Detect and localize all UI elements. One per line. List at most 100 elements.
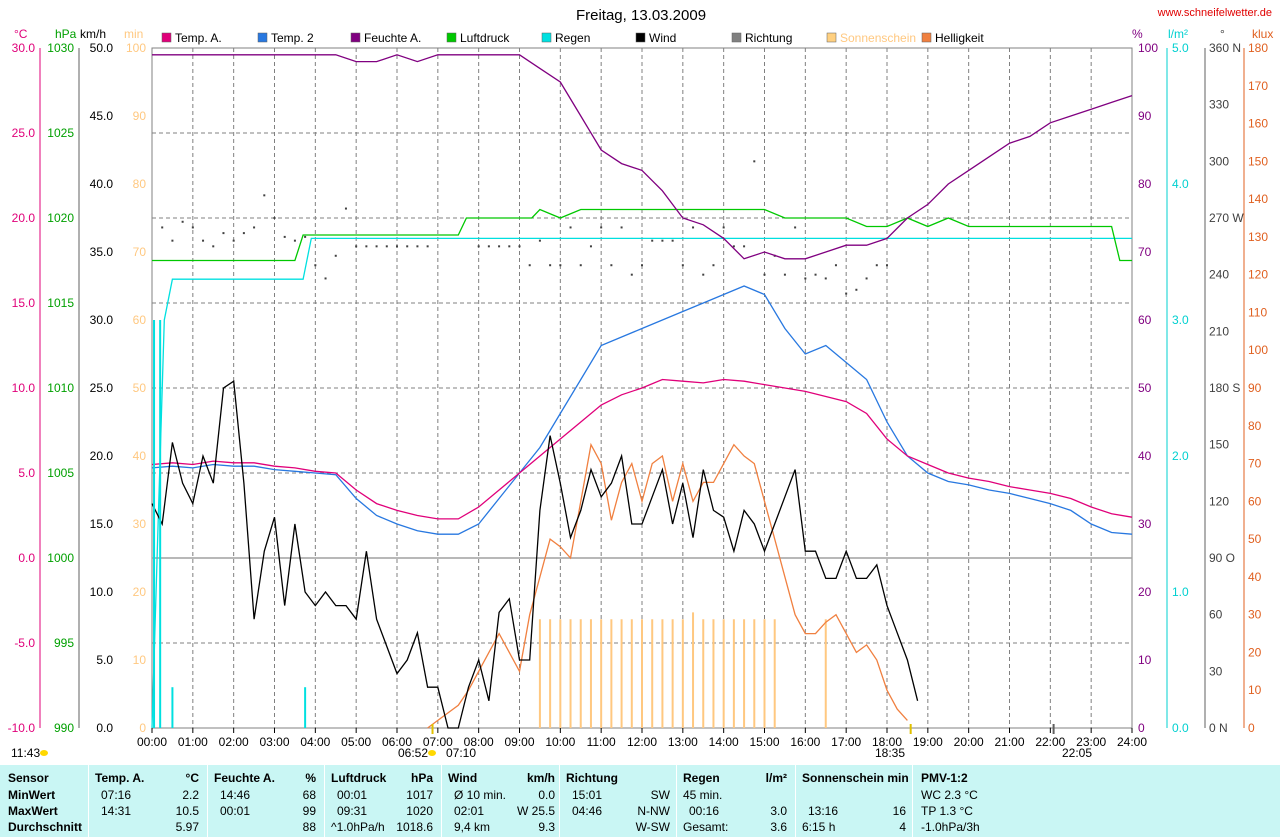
tick-direction: 210 [1209, 324, 1229, 338]
sunset-label: 18:35 [875, 746, 905, 760]
direction-point [620, 226, 623, 229]
tick-pressure: 1000 [47, 551, 74, 565]
site-url[interactable]: www.schneifelwetter.de [1157, 7, 1272, 19]
series-line-temp-a [151, 378, 1133, 520]
direction-point [334, 254, 337, 257]
legend-swatch [161, 32, 172, 43]
tick-brightness: 100 [1248, 343, 1268, 357]
stats-direction-min-time: 15:01 [572, 788, 603, 802]
x-tick-label: 06:00 [382, 735, 412, 749]
x-tick-label: 05:00 [341, 735, 371, 749]
stats-humidity-max-val: 99 [302, 804, 316, 818]
tick-direction: 0 N [1209, 721, 1228, 735]
stats-humidity-avg: 88 [302, 820, 316, 834]
direction-point [804, 277, 807, 280]
chart-legend: Temp. A. Temp. 2 Feuchte A. Luftdruck Regen W… [161, 31, 984, 45]
tick-sunshine: 0 [139, 721, 146, 735]
stats-sensor-col: Sensor MinWert MaxWert Durchschnitt [0, 765, 88, 837]
legend-swatch [731, 32, 742, 43]
tick-brightness: 10 [1248, 683, 1262, 697]
stats-rain-unit: l/m² [765, 771, 787, 785]
stats-wind-max-time: 02:01 [454, 804, 485, 818]
stats-sunshine-max-time: 13:16 [808, 804, 839, 818]
series-line-helligkeit [427, 442, 908, 729]
legend-label: Temp. A. [175, 31, 222, 45]
series-line-temp [151, 285, 1133, 535]
direction-point [661, 239, 664, 242]
stats-temp-max-time: 14:31 [101, 804, 132, 818]
axis-unit-direction: ° [1220, 27, 1225, 41]
tick-direction: 150 [1209, 438, 1229, 452]
tick-sunshine: 40 [133, 449, 147, 463]
tick-rain: 1.0 [1172, 585, 1189, 599]
tick-wind: 10.0 [90, 585, 114, 599]
legend-swatch [921, 32, 932, 43]
direction-point [385, 245, 388, 248]
direction-point [191, 226, 194, 229]
tick-rain: 4.0 [1172, 177, 1189, 191]
x-tick-label: 08:00 [464, 735, 494, 749]
direction-point [549, 264, 552, 267]
stats-sensor-header: Sensor [8, 771, 49, 785]
stats-temp-header: Temp. A. [95, 771, 145, 785]
tick-brightness: 80 [1248, 419, 1262, 433]
x-tick-label: 19:00 [913, 735, 943, 749]
stats-temp-min-time: 07:16 [101, 788, 132, 802]
stats-temp-min-val: 2.2 [182, 788, 199, 802]
tick-pressure: 990 [54, 721, 74, 735]
direction-point [161, 226, 164, 229]
legend-swatch [257, 32, 268, 43]
tick-direction: 30 [1209, 664, 1223, 678]
tick-brightness: 40 [1248, 570, 1262, 584]
legend-label: Feuchte A. [364, 31, 421, 45]
direction-point [722, 226, 725, 229]
x-tick-label: 23:00 [1076, 735, 1106, 749]
right-axes: %1009080706050403020100l/m²5.04.03.02.01… [1132, 27, 1273, 735]
sunshine-bars [538, 612, 827, 728]
tick-humidity: 10 [1138, 653, 1152, 667]
direction-point [222, 232, 225, 235]
tick-humidity: 30 [1138, 517, 1152, 531]
tick-wind: 35.0 [90, 245, 114, 259]
tick-direction: 120 [1209, 494, 1229, 508]
tick-humidity: 70 [1138, 245, 1152, 259]
stats-wind-max-val: W 25.5 [516, 804, 555, 818]
direction-point [344, 207, 347, 210]
legend-swatch [826, 32, 837, 43]
axis-unit-pressure: hPa [55, 27, 77, 41]
legend-swatch [635, 32, 646, 43]
stats-pressure-max-time: 09:31 [337, 804, 368, 818]
stats-direction-header: Richtung [566, 771, 618, 785]
moon-icon [40, 750, 48, 756]
time-markers: 11:43 06:52 07:10 18:35 22:05 [11, 724, 1092, 760]
x-tick-label: 11:00 [587, 735, 616, 749]
stats-humidity-col: Feuchte A. % 14:46 68 00:01 99 88 [208, 765, 324, 837]
tick-pressure: 1015 [47, 296, 74, 310]
direction-point [814, 273, 817, 276]
stats-humidity-min-val: 68 [302, 788, 316, 802]
tick-pressure: 1005 [47, 466, 74, 480]
tick-direction: 90 O [1209, 551, 1235, 565]
series-line-feuchte-a [152, 54, 1133, 260]
stats-pressure-max-val: 1020 [406, 804, 433, 818]
tick-pressure: 1020 [47, 211, 74, 225]
tick-sunshine: 50 [133, 381, 147, 395]
tick-temp: 25.0 [12, 126, 36, 140]
x-tick-label: 17:00 [831, 735, 861, 749]
stats-wind-header: Wind [448, 771, 478, 785]
tick-rain: 2.0 [1172, 449, 1189, 463]
series-line-wind [151, 380, 919, 729]
direction-point [651, 239, 654, 242]
x-tick-label: 02:00 [219, 735, 249, 749]
direction-point [263, 194, 266, 197]
stats-row-max: MaxWert [8, 804, 58, 818]
direction-point [518, 245, 521, 248]
tick-pressure: 1030 [47, 41, 74, 55]
stats-direction-col: Richtung 15:01 SW 04:46 N-NW W-SW [560, 765, 676, 837]
tick-brightness: 150 [1248, 154, 1268, 168]
stats-rain-max-val: 3.0 [770, 804, 787, 818]
stats-sunshine-total: 6:15 h [802, 820, 836, 834]
tick-wind: 5.0 [96, 653, 113, 667]
tick-brightness: 20 [1248, 645, 1262, 659]
tick-brightness: 160 [1248, 117, 1268, 131]
